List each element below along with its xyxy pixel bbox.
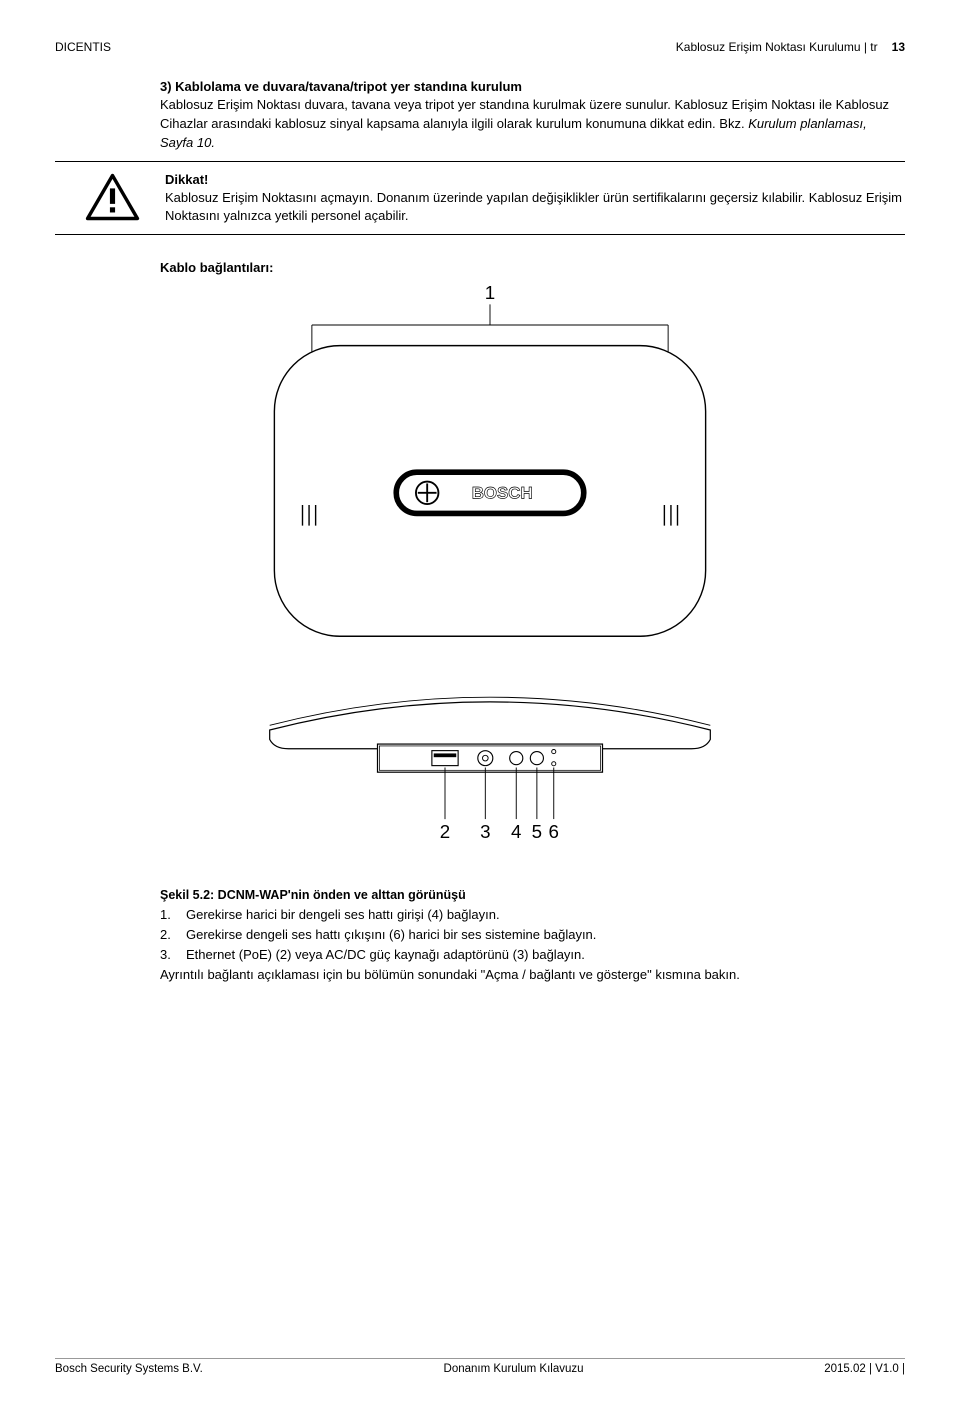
footer-right: 2015.02 | V1.0 |: [824, 1363, 905, 1375]
figure-caption: Şekil 5.2: DCNM-WAP'nin önden ve alttan …: [160, 888, 895, 902]
caution-title: Dikkat!: [165, 172, 905, 187]
diag-label-4: 4: [511, 821, 521, 842]
step-3: 3. Ethernet (PoE) (2) veya AC/DC güç kay…: [160, 946, 895, 965]
section-3-title: 3) Kablolama ve duvara/tavana/tripot yer…: [160, 79, 895, 94]
diag-logo-text: BOSCH: [472, 484, 533, 503]
header-right-text: Kablosuz Erişim Noktası Kurulumu | tr: [676, 40, 878, 54]
figure-block: Kablo bağlantıları: 1 BOSCH: [55, 260, 905, 984]
diag-label-3: 3: [480, 821, 490, 842]
diag-label-5: 5: [532, 821, 542, 842]
caution-icon: [85, 172, 140, 227]
step-2: 2. Gerekirse dengeli ses hattı çıkışını …: [160, 926, 895, 945]
page-footer: Bosch Security Systems B.V. Donanım Kuru…: [55, 1358, 905, 1375]
diag-label-6: 6: [549, 821, 559, 842]
caution-text: Dikkat! Kablosuz Erişim Noktasını açmayı…: [165, 172, 905, 227]
device-diagram: 1 BOSCH: [160, 280, 820, 880]
header-page-number: 13: [892, 40, 905, 54]
footer-center: Donanım Kurulum Kılavuzu: [444, 1363, 584, 1375]
header-left: DICENTIS: [55, 40, 111, 54]
footer-left: Bosch Security Systems B.V.: [55, 1363, 203, 1375]
diag-label-1: 1: [485, 282, 495, 303]
rule-top: [55, 161, 905, 162]
diag-label-2: 2: [440, 821, 450, 842]
section-3-body: Kablosuz Erişim Noktası duvara, tavana v…: [160, 96, 895, 153]
rule-bottom: [55, 234, 905, 235]
caution-block: Dikkat! Kablosuz Erişim Noktasını açmayı…: [55, 172, 905, 227]
step-1: 1. Gerekirse harici bir dengeli ses hatt…: [160, 906, 895, 925]
closing-note: Ayrıntılı bağlantı açıklaması için bu bö…: [160, 966, 895, 985]
page-header: DICENTIS Kablosuz Erişim Noktası Kurulum…: [55, 40, 905, 54]
caution-body: Kablosuz Erişim Noktasını açmayın. Donan…: [165, 189, 905, 227]
section-3: 3) Kablolama ve duvara/tavana/tripot yer…: [55, 79, 905, 153]
device-bottom-view: [270, 697, 711, 772]
steps-list: 1. Gerekirse harici bir dengeli ses hatt…: [160, 906, 895, 965]
figure-heading: Kablo bağlantıları:: [160, 260, 895, 275]
